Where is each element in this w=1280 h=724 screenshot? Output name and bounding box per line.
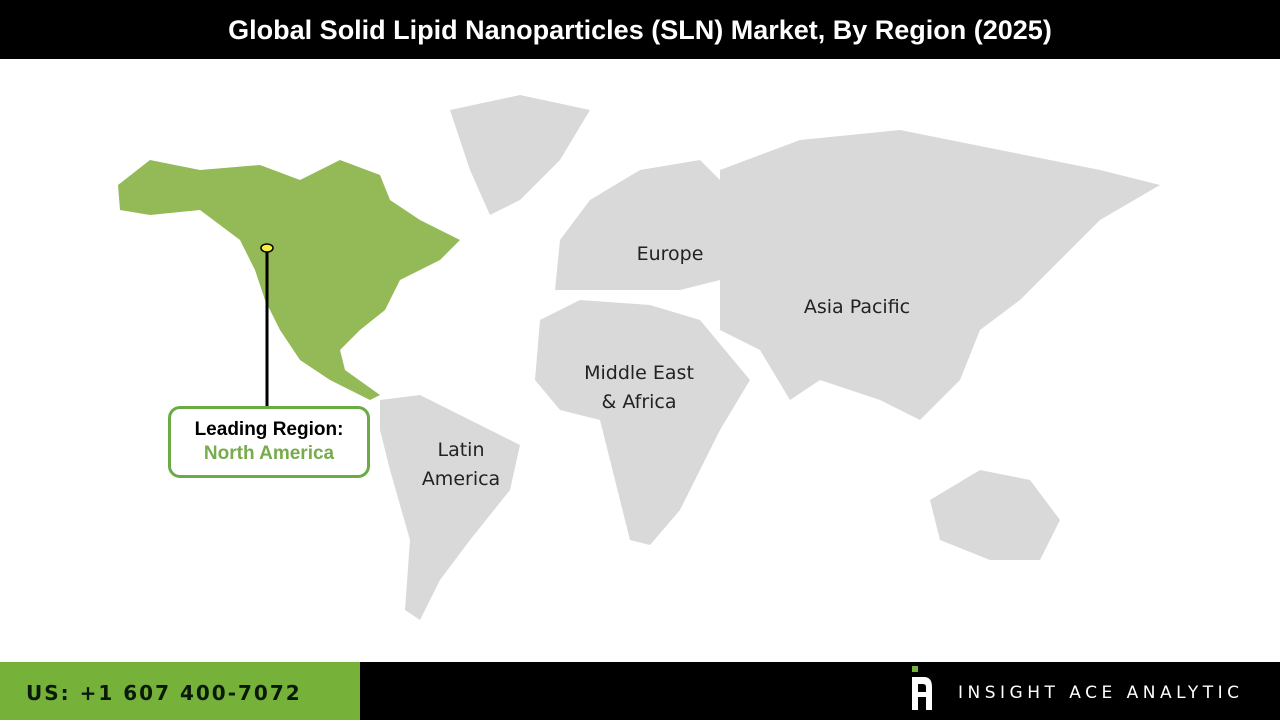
greenland	[450, 95, 590, 215]
location-marker	[260, 243, 274, 253]
callout-value: North America	[203, 443, 335, 464]
brand-logo-icon	[912, 666, 932, 710]
region-asia-pacific	[720, 130, 1160, 420]
region-middle-east-africa	[535, 300, 750, 545]
label-line: Latin	[437, 439, 485, 461]
phone-number: US: +1 607 400-7072	[0, 662, 360, 720]
label-middle-east-africa: Middle East & Africa	[569, 359, 709, 417]
region-north-america	[118, 160, 460, 400]
label-europe: Europe	[636, 243, 704, 265]
label-asia-pacific: Asia Pacific	[803, 296, 911, 318]
page-title: Global Solid Lipid Nanoparticles (SLN) M…	[0, 0, 1280, 59]
world-map	[118, 95, 1160, 620]
label-line: Middle East	[584, 362, 694, 384]
footer-bar	[360, 662, 1280, 720]
callout-heading: Leading Region:	[194, 419, 344, 440]
label-line: America	[421, 468, 501, 490]
australia	[930, 470, 1060, 560]
label-line: & Africa	[601, 391, 677, 413]
region-europe	[555, 160, 720, 290]
region-latin-america	[380, 395, 520, 620]
leading-region-callout: Leading Region: North America	[168, 406, 370, 478]
brand-name: INSIGHT ACE ANALYTIC	[958, 683, 1244, 703]
label-latin-america: Latin America	[401, 436, 521, 494]
